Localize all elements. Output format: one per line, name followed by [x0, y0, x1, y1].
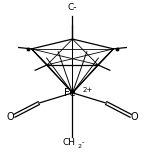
Text: O: O — [130, 112, 138, 122]
Text: O: O — [7, 112, 14, 122]
Text: -: - — [82, 139, 84, 145]
Text: Fe: Fe — [64, 88, 75, 98]
Text: 2: 2 — [78, 144, 82, 149]
Text: 2+: 2+ — [83, 88, 93, 93]
Text: CH: CH — [62, 138, 75, 147]
Text: C-: C- — [68, 3, 77, 12]
